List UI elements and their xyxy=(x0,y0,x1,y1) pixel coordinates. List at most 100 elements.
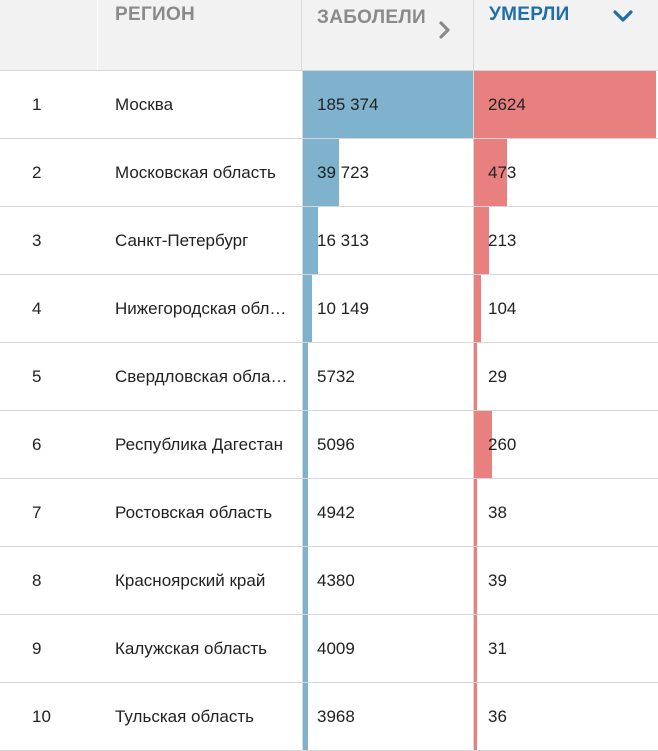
cases-value: 16 313 xyxy=(317,230,369,250)
row-number: 8 xyxy=(32,570,42,590)
row-deaths-cell: 473 xyxy=(474,139,658,206)
deaths-bar xyxy=(474,139,507,206)
deaths-bar xyxy=(474,275,481,342)
deaths-bar xyxy=(474,411,492,478)
row-number: 6 xyxy=(32,434,42,454)
table-row[interactable]: 1 Москва 185 374 2624 xyxy=(0,71,658,139)
row-cases-cell: 4942 xyxy=(302,479,474,546)
cases-bar xyxy=(303,615,308,682)
row-region: Красноярский край xyxy=(115,570,266,590)
row-region: Нижегородская область xyxy=(115,298,288,318)
row-deaths-cell: 213 xyxy=(474,207,658,274)
deaths-value: 104 xyxy=(488,298,517,318)
deaths-value: 31 xyxy=(488,638,507,658)
table-row[interactable]: 2 Московская область 39 723 473 xyxy=(0,139,658,207)
row-deaths-cell: 29 xyxy=(474,343,658,410)
deaths-bar xyxy=(474,343,477,410)
cases-bar xyxy=(303,343,308,410)
row-cases-cell: 185 374 xyxy=(302,71,474,138)
table-row[interactable]: 5 Свердловская область 5732 29 xyxy=(0,343,658,411)
row-number: 3 xyxy=(32,230,42,250)
cases-value: 185 374 xyxy=(317,94,379,114)
header-region[interactable]: РЕГИОН xyxy=(98,0,302,70)
cases-value: 5096 xyxy=(317,434,355,454)
row-region: Московская область xyxy=(115,162,276,182)
deaths-bar xyxy=(474,71,656,138)
header-number-cell xyxy=(0,0,98,70)
header-cases-sort[interactable]: ЗАБОЛЕЛИ xyxy=(302,0,474,70)
table-body: 1 Москва 185 374 2624 2 Московская облас… xyxy=(0,71,658,751)
row-region: Республика Дагестан xyxy=(115,434,284,454)
row-cases-cell: 4009 xyxy=(302,615,474,682)
table-row[interactable]: 9 Калужская область 4009 31 xyxy=(0,615,658,683)
row-cases-cell: 39 723 xyxy=(302,139,474,206)
deaths-bar xyxy=(474,683,477,750)
row-cases-cell: 16 313 xyxy=(302,207,474,274)
row-deaths-cell: 39 xyxy=(474,547,658,614)
cases-value: 4942 xyxy=(317,502,355,522)
row-number: 1 xyxy=(32,94,42,114)
row-deaths-cell: 38 xyxy=(474,479,658,546)
chevron-down-icon xyxy=(613,10,633,22)
table-row[interactable]: 4 Нижегородская область 10 149 104 xyxy=(0,275,658,343)
deaths-bar xyxy=(474,547,477,614)
row-region: Калужская область xyxy=(115,638,267,658)
cases-bar xyxy=(303,479,308,546)
row-cases-cell: 5732 xyxy=(302,343,474,410)
cases-value: 39 723 xyxy=(317,162,369,182)
cases-bar xyxy=(303,683,308,750)
cases-bar xyxy=(303,547,308,614)
deaths-value: 473 xyxy=(488,162,517,182)
deaths-value: 29 xyxy=(488,366,507,386)
cases-value: 3968 xyxy=(317,706,355,726)
header-deaths-sort[interactable]: УМЕРЛИ xyxy=(474,0,658,70)
row-deaths-cell: 2624 xyxy=(474,71,658,138)
table-row[interactable]: 3 Санкт-Петербург 16 313 213 xyxy=(0,207,658,275)
deaths-value: 36 xyxy=(488,706,507,726)
row-region: Тульская область xyxy=(115,706,254,726)
row-region: Свердловская область xyxy=(115,366,288,386)
deaths-value: 213 xyxy=(488,230,517,250)
header-cases-label: ЗАБОЛЕЛИ xyxy=(317,7,426,28)
cases-bar xyxy=(303,207,318,274)
row-region: Санкт-Петербург xyxy=(115,230,249,250)
row-number: 4 xyxy=(32,298,42,318)
row-deaths-cell: 36 xyxy=(474,683,658,750)
row-deaths-cell: 31 xyxy=(474,615,658,682)
table-row[interactable]: 10 Тульская область 3968 36 xyxy=(0,683,658,751)
cases-bar xyxy=(303,275,312,342)
deaths-bar xyxy=(474,615,477,682)
cases-value: 10 149 xyxy=(317,298,369,318)
row-deaths-cell: 260 xyxy=(474,411,658,478)
row-cases-cell: 4380 xyxy=(302,547,474,614)
table-row[interactable]: 8 Красноярский край 4380 39 xyxy=(0,547,658,615)
row-deaths-cell: 104 xyxy=(474,275,658,342)
row-number: 7 xyxy=(32,502,42,522)
deaths-value: 2624 xyxy=(488,94,526,114)
table-row[interactable]: 6 Республика Дагестан 5096 260 xyxy=(0,411,658,479)
row-region: Ростовская область xyxy=(115,502,273,522)
table-header: РЕГИОН ЗАБОЛЕЛИ УМЕРЛИ xyxy=(0,0,658,71)
row-cases-cell: 5096 xyxy=(302,411,474,478)
cases-bar xyxy=(303,411,308,478)
cases-value: 4009 xyxy=(317,638,355,658)
row-cases-cell: 10 149 xyxy=(302,275,474,342)
chevron-right-icon xyxy=(439,21,450,39)
deaths-bar xyxy=(474,479,477,546)
cases-bar xyxy=(303,71,473,138)
deaths-value: 38 xyxy=(488,502,507,522)
row-number: 5 xyxy=(32,366,42,386)
row-number: 2 xyxy=(32,162,42,182)
row-cases-cell: 3968 xyxy=(302,683,474,750)
row-region: Москва xyxy=(115,94,174,114)
header-deaths-label: УМЕРЛИ xyxy=(489,4,570,25)
cases-value: 4380 xyxy=(317,570,355,590)
row-number: 10 xyxy=(32,706,51,726)
deaths-bar xyxy=(474,207,489,274)
table-row[interactable]: 7 Ростовская область 4942 38 xyxy=(0,479,658,547)
deaths-value: 260 xyxy=(488,434,517,454)
row-number: 9 xyxy=(32,638,42,658)
deaths-value: 39 xyxy=(488,570,507,590)
cases-bar xyxy=(303,139,339,206)
